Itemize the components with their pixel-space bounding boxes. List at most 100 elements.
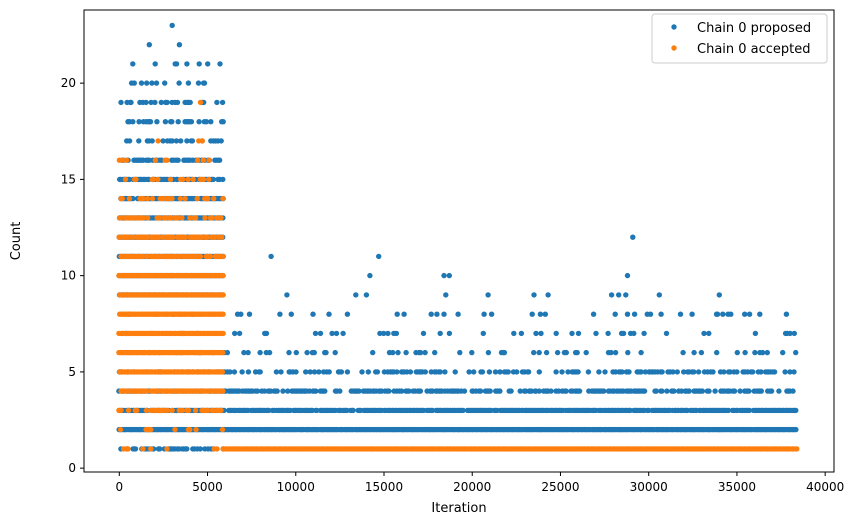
proposed-point [776, 388, 782, 394]
proposed-point [169, 138, 175, 144]
proposed-point [344, 311, 351, 317]
proposed-point [670, 369, 676, 375]
proposed-point [461, 388, 468, 394]
proposed-point [757, 311, 763, 317]
proposed-point [394, 369, 400, 375]
proposed-point [525, 369, 532, 375]
proposed-point [671, 388, 677, 394]
proposed-point [630, 234, 636, 240]
proposed-point [681, 369, 687, 375]
accepted-point [118, 407, 124, 414]
proposed-point [575, 369, 581, 375]
proposed-point [612, 311, 618, 317]
proposed-point [178, 138, 184, 144]
proposed-point [176, 42, 183, 48]
proposed-point [559, 369, 565, 375]
accepted-point [125, 407, 132, 414]
accepted-point [220, 195, 226, 202]
accepted-point [190, 176, 196, 183]
proposed-point [188, 119, 195, 125]
proposed-point [147, 119, 154, 125]
proposed-point [245, 369, 252, 375]
proposed-point [263, 330, 270, 337]
proposed-point [664, 388, 670, 394]
proposed-point [638, 349, 644, 356]
accepted-point [123, 157, 130, 163]
proposed-point [659, 369, 665, 375]
accepted-point [179, 215, 185, 221]
proposed-point [698, 349, 705, 356]
proposed-point [175, 157, 181, 163]
accepted-point [206, 157, 212, 163]
accepted-point [143, 388, 150, 394]
proposed-point [647, 311, 654, 317]
proposed-point [185, 80, 192, 86]
proposed-point [189, 138, 196, 144]
accepted-point [204, 234, 211, 240]
proposed-point [576, 388, 583, 394]
proposed-point [266, 349, 273, 356]
x-tick-label: 0 [115, 480, 123, 494]
proposed-point [286, 349, 292, 356]
proposed-point [434, 311, 440, 317]
accepted-point [214, 446, 220, 452]
accepted-point [119, 157, 126, 163]
proposed-point [623, 292, 629, 298]
proposed-point [268, 253, 274, 260]
proposed-point [659, 388, 665, 394]
proposed-point [311, 369, 318, 375]
proposed-point [452, 369, 458, 375]
proposed-point [417, 349, 424, 356]
proposed-point [608, 292, 615, 298]
proposed-point [187, 99, 193, 106]
accepted-point [205, 195, 211, 202]
accepted-point [193, 215, 199, 221]
proposed-point [136, 119, 142, 125]
proposed-point [406, 388, 412, 394]
accepted-point [164, 446, 170, 452]
proposed-point [485, 292, 491, 298]
proposed-point [175, 119, 181, 125]
proposed-point [695, 369, 702, 375]
proposed-point [791, 369, 797, 375]
proposed-point [631, 311, 638, 317]
proposed-point [575, 330, 582, 337]
proposed-point [386, 388, 392, 394]
proposed-point [783, 311, 790, 317]
proposed-point [344, 369, 351, 375]
proposed-point [152, 99, 158, 106]
y-tick-label: 5 [68, 365, 76, 379]
proposed-point [528, 388, 535, 394]
proposed-point [771, 369, 778, 375]
proposed-point [217, 61, 223, 67]
proposed-point [333, 330, 340, 337]
proposed-point [350, 407, 356, 414]
proposed-point [197, 446, 203, 452]
proposed-point [477, 388, 484, 394]
x-tick-label: 40000 [806, 480, 844, 494]
proposed-point [174, 99, 181, 106]
proposed-point [760, 349, 766, 356]
proposed-point [303, 369, 309, 375]
legend-marker-accepted [671, 45, 677, 51]
proposed-point [674, 369, 680, 375]
proposed-point [791, 330, 797, 337]
proposed-point [353, 292, 359, 298]
accepted-point [193, 426, 199, 433]
proposed-point [691, 369, 697, 375]
proposed-point [399, 388, 405, 394]
proposed-point [293, 369, 299, 375]
proposed-point [231, 369, 238, 375]
accepted-point [140, 195, 146, 202]
accepted-point [177, 195, 184, 202]
proposed-point [706, 388, 712, 394]
proposed-point [538, 330, 544, 337]
accepted-point [119, 195, 126, 202]
proposed-point [678, 388, 685, 394]
proposed-point [313, 388, 319, 394]
proposed-point [734, 369, 740, 375]
accepted-point [130, 234, 136, 240]
proposed-point [365, 369, 371, 375]
accepted-point [219, 426, 226, 433]
legend: Chain 0 proposed Chain 0 accepted [651, 13, 828, 64]
